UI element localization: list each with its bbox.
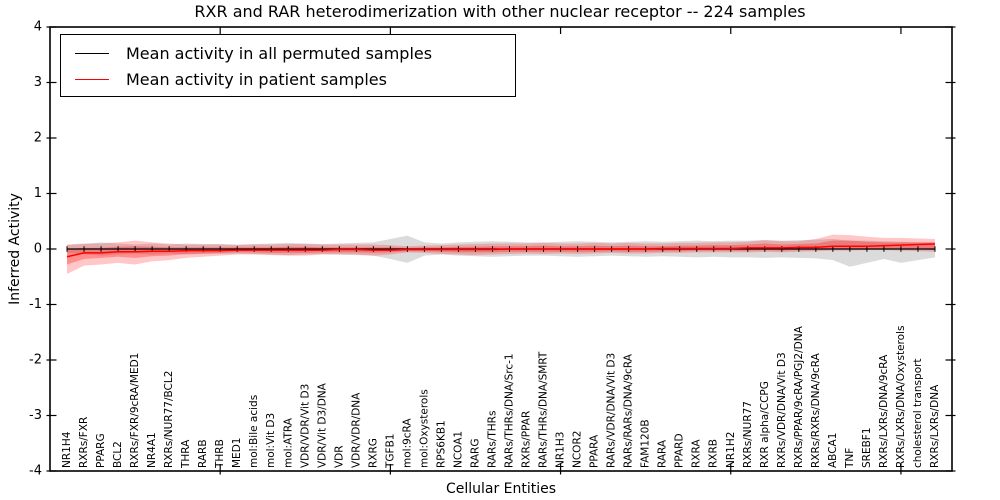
x-category-label: RXRs/PPAR/9cRA/PGJ2/DNA <box>793 325 805 468</box>
x-category-label: RXRs/LXRs/DNA/9cRA <box>878 354 890 468</box>
y-tick-label: 2 <box>34 131 42 146</box>
x-category-label: RXRs/LXRs/DNA/Oxysterols <box>895 326 907 468</box>
x-category-label: RXRG <box>367 438 379 468</box>
patient-band-inner <box>67 240 935 265</box>
y-axis-label: Inferred Activity <box>7 193 23 305</box>
x-category-label: ABCA1 <box>827 433 839 468</box>
y-tick-label: -1 <box>29 297 42 312</box>
x-category-label: RARs/RARs/DNA/9cRA <box>623 353 635 468</box>
x-category-label: NR1H3 <box>555 432 567 468</box>
x-category-label: RXRs/NUR77/BCL2 <box>163 371 175 468</box>
x-category-label: RARs/THRs/DNA/SMRT <box>538 351 550 468</box>
permuted-line-swatch <box>75 52 109 54</box>
x-category-label: VDR/VDR/Vit D3 <box>299 384 311 468</box>
x-category-label: NR1H2 <box>725 432 737 468</box>
x-category-label: BCL2 <box>112 441 124 468</box>
y-tick-label: 3 <box>34 75 42 90</box>
x-category-label: PPARD <box>674 433 686 468</box>
x-category-label: FAM120B <box>640 419 652 468</box>
x-category-label: PPARG <box>95 433 107 468</box>
x-category-label: RXRs/FXR/9cRA/MED1 <box>129 353 141 468</box>
x-category-label: mol:Oxysterols <box>418 389 430 468</box>
x-category-label: RXRB <box>708 439 720 468</box>
patient-line-swatch <box>75 78 109 80</box>
legend-item-patient: Mean activity in patient samples <box>75 66 515 92</box>
y-tick-label: 4 <box>34 20 42 35</box>
legend-label-patient: Mean activity in patient samples <box>126 69 387 89</box>
x-category-label: RARA <box>657 439 669 468</box>
x-category-label: THRA <box>180 439 192 469</box>
y-tick-label: -2 <box>29 353 42 368</box>
x-category-label: TGFB1 <box>384 434 396 469</box>
x-category-label: cholesterol transport <box>912 358 924 468</box>
x-category-label: VDR/VDR/DNA <box>350 392 362 468</box>
patient-mean-line <box>66 243 936 258</box>
x-category-label: RXRA <box>691 439 703 468</box>
chart-title: RXR and RAR heterodimerization with othe… <box>194 2 806 21</box>
x-category-label: RXRs/RXRs/DNA/9cRA <box>810 352 822 468</box>
x-category-label: mol:9cRA <box>401 418 413 468</box>
y-tick-label: -4 <box>29 464 42 479</box>
permuted-band <box>67 235 935 267</box>
y-tick-label: 0 <box>34 242 42 257</box>
legend-item-permuted: Mean activity in all permuted samples <box>75 40 515 66</box>
x-category-label: RXRs/NUR77 <box>742 401 754 468</box>
y-tick-label: 1 <box>34 186 42 201</box>
x-category-label: RARG <box>469 439 481 469</box>
x-category-label: RARs/THRs/DNA/Src-1 <box>504 353 516 468</box>
x-category-label: NCOA1 <box>452 431 464 468</box>
x-category-label: NR4A1 <box>146 432 158 468</box>
x-category-label: RXRs/FXR <box>78 417 90 468</box>
x-category-label: MED1 <box>231 438 243 468</box>
x-category-label: SREBF1 <box>861 427 873 468</box>
x-category-label: THRB <box>214 439 226 469</box>
x-category-label: VDR/Vit D3/DNA <box>316 382 328 468</box>
x-category-label: RXRs/LXRs/DNA <box>929 384 941 468</box>
x-category-label: RXRs/PPAR <box>521 411 533 468</box>
x-category-label: RPS6KB1 <box>435 420 447 468</box>
legend: Mean activity in all permuted samples Me… <box>60 34 516 97</box>
x-category-label: NCOR2 <box>572 431 584 468</box>
x-category-label: RARs/THRs <box>486 411 498 468</box>
x-category-label: VDR <box>333 445 345 468</box>
x-category-label: mol:Bile acids <box>248 395 260 468</box>
x-category-label: mol:ATRA <box>282 417 294 468</box>
y-tick-label: -3 <box>29 408 42 423</box>
x-category-label: RARs/VDR/DNA/Vit D3 <box>606 353 618 468</box>
patient-band-outer <box>67 234 935 274</box>
x-category-label: mol:Vit D3 <box>265 413 277 468</box>
x-category-label: RARB <box>197 439 209 468</box>
x-category-label: RXR alpha/CCPG <box>759 381 771 468</box>
x-category-label: TNF <box>844 448 856 469</box>
legend-label-permuted: Mean activity in all permuted samples <box>126 43 433 63</box>
x-axis-label: Cellular Entities <box>445 481 557 497</box>
x-category-label: RXRs/VDR/DNA/Vit D3 <box>776 352 788 468</box>
x-category-label: NR1H4 <box>61 431 73 468</box>
x-category-label: PPARA <box>589 434 601 468</box>
